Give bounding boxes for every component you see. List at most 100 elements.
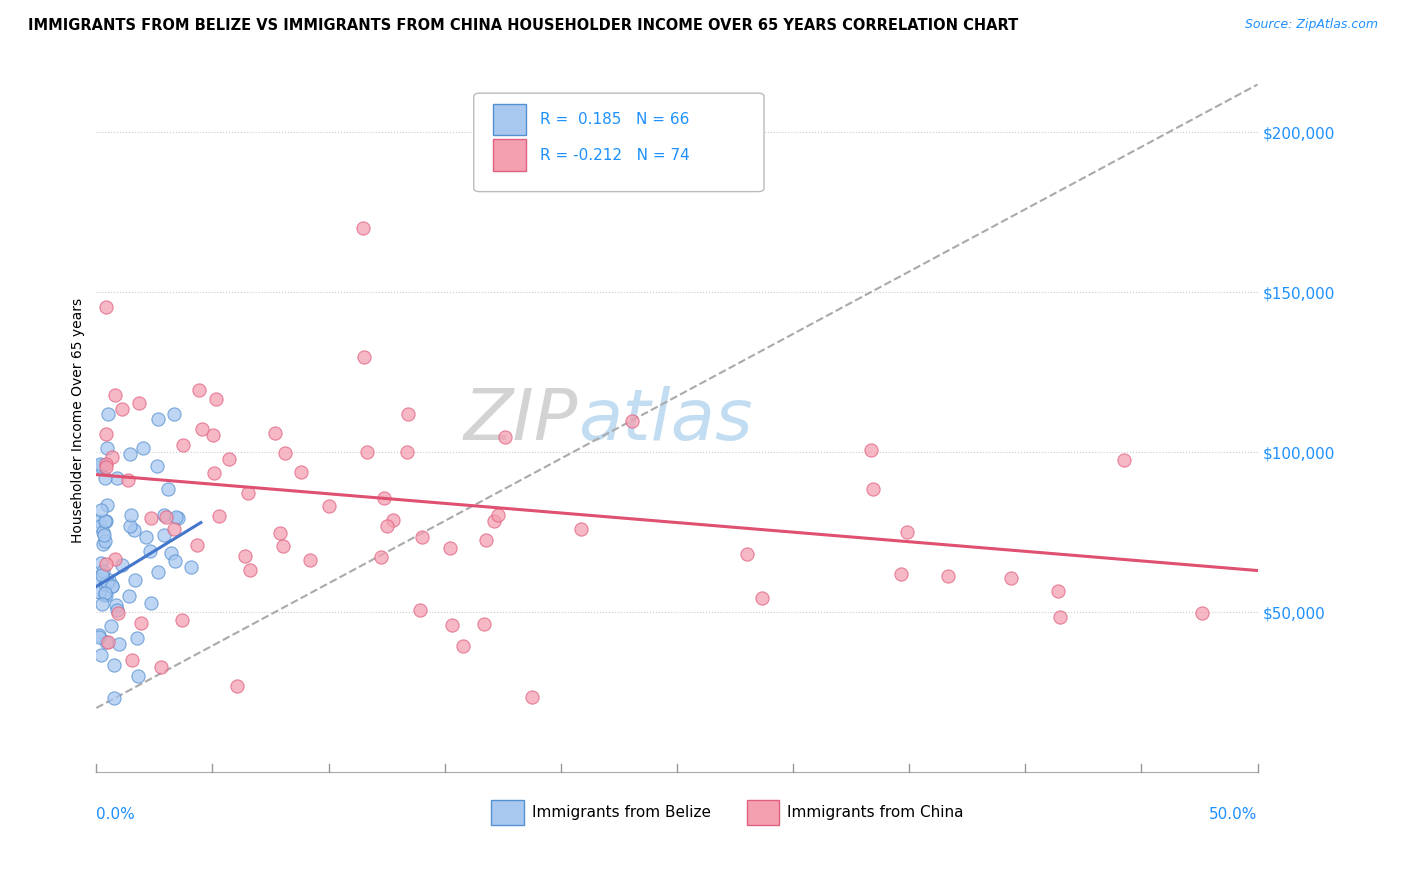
Text: atlas: atlas bbox=[578, 385, 752, 455]
Point bbox=[94, 588, 117, 602]
Point bbox=[94, 514, 117, 528]
Point bbox=[239, 562, 262, 576]
Point bbox=[91, 458, 114, 472]
Point bbox=[890, 566, 912, 581]
Point bbox=[299, 552, 322, 566]
Point bbox=[131, 441, 153, 455]
Point bbox=[89, 459, 111, 474]
Bar bbox=[747, 800, 779, 825]
Point bbox=[121, 652, 143, 666]
Point bbox=[862, 482, 884, 496]
Point bbox=[108, 637, 131, 651]
Point bbox=[97, 407, 120, 421]
Text: IMMIGRANTS FROM BELIZE VS IMMIGRANTS FROM CHINA HOUSEHOLDER INCOME OVER 65 YEARS: IMMIGRANTS FROM BELIZE VS IMMIGRANTS FRO… bbox=[28, 18, 1018, 33]
Point bbox=[146, 412, 169, 426]
Point bbox=[373, 491, 395, 506]
Bar bbox=[494, 139, 526, 170]
Point bbox=[188, 383, 211, 397]
Point bbox=[352, 221, 374, 235]
Point bbox=[94, 586, 117, 600]
Point bbox=[486, 508, 509, 522]
Point bbox=[101, 579, 124, 593]
Point bbox=[1000, 571, 1022, 585]
Point bbox=[205, 392, 228, 406]
Point bbox=[90, 503, 112, 517]
Point bbox=[1112, 453, 1135, 467]
Point bbox=[273, 539, 295, 553]
Text: R = -0.212   N = 74: R = -0.212 N = 74 bbox=[540, 147, 690, 162]
Point bbox=[451, 640, 474, 654]
Point bbox=[472, 617, 495, 632]
Point bbox=[474, 533, 496, 548]
Point bbox=[191, 422, 214, 436]
Text: ZIP: ZIP bbox=[464, 385, 578, 455]
Point bbox=[218, 452, 240, 467]
Point bbox=[936, 569, 959, 583]
Point bbox=[1191, 606, 1213, 620]
Point bbox=[411, 530, 433, 544]
Point bbox=[269, 525, 291, 540]
Point bbox=[896, 525, 918, 540]
Point bbox=[91, 537, 114, 551]
Text: Immigrants from Belize: Immigrants from Belize bbox=[531, 805, 711, 820]
Point bbox=[118, 447, 141, 461]
Point bbox=[104, 388, 127, 402]
Point bbox=[117, 473, 139, 487]
Point bbox=[408, 603, 430, 617]
Point bbox=[97, 635, 120, 649]
Point bbox=[139, 511, 162, 525]
Point bbox=[236, 485, 259, 500]
Point bbox=[180, 560, 202, 574]
Point bbox=[484, 515, 506, 529]
Point bbox=[103, 658, 125, 673]
Point bbox=[356, 445, 378, 459]
Point bbox=[104, 552, 127, 566]
Text: 0.0%: 0.0% bbox=[97, 807, 135, 822]
Point bbox=[163, 522, 186, 536]
FancyBboxPatch shape bbox=[474, 93, 763, 192]
Point bbox=[111, 558, 134, 572]
Point bbox=[91, 524, 114, 539]
Point bbox=[860, 442, 883, 457]
Point bbox=[91, 564, 114, 578]
Point bbox=[107, 606, 129, 620]
Point bbox=[522, 690, 544, 704]
Point bbox=[165, 510, 187, 524]
Point bbox=[120, 508, 142, 522]
Point bbox=[89, 458, 111, 472]
Point bbox=[153, 508, 176, 523]
Point bbox=[104, 598, 127, 612]
Point bbox=[94, 300, 117, 314]
Point bbox=[396, 407, 419, 421]
Point bbox=[155, 509, 177, 524]
Text: R =  0.185   N = 66: R = 0.185 N = 66 bbox=[540, 112, 689, 128]
Point bbox=[569, 522, 592, 536]
Point bbox=[150, 660, 173, 674]
Point bbox=[90, 557, 112, 571]
Point bbox=[318, 500, 340, 514]
Point bbox=[621, 414, 644, 428]
Point bbox=[1046, 583, 1069, 598]
Point bbox=[172, 437, 194, 451]
Point bbox=[96, 574, 118, 589]
Point bbox=[440, 618, 463, 632]
Point bbox=[122, 523, 145, 537]
Point bbox=[93, 528, 115, 542]
Point bbox=[105, 603, 128, 617]
Text: 50.0%: 50.0% bbox=[1209, 807, 1257, 822]
Point bbox=[94, 470, 117, 484]
Point bbox=[153, 528, 176, 542]
Point bbox=[100, 579, 122, 593]
Point bbox=[94, 459, 117, 474]
Point bbox=[202, 427, 225, 442]
Point bbox=[186, 538, 208, 552]
Point bbox=[90, 567, 112, 582]
Point bbox=[263, 425, 285, 440]
Point bbox=[91, 597, 114, 611]
Point bbox=[100, 619, 122, 633]
Point bbox=[160, 546, 183, 560]
Point bbox=[735, 547, 758, 561]
Point bbox=[202, 467, 225, 481]
Point bbox=[274, 446, 297, 460]
Point bbox=[94, 515, 117, 529]
